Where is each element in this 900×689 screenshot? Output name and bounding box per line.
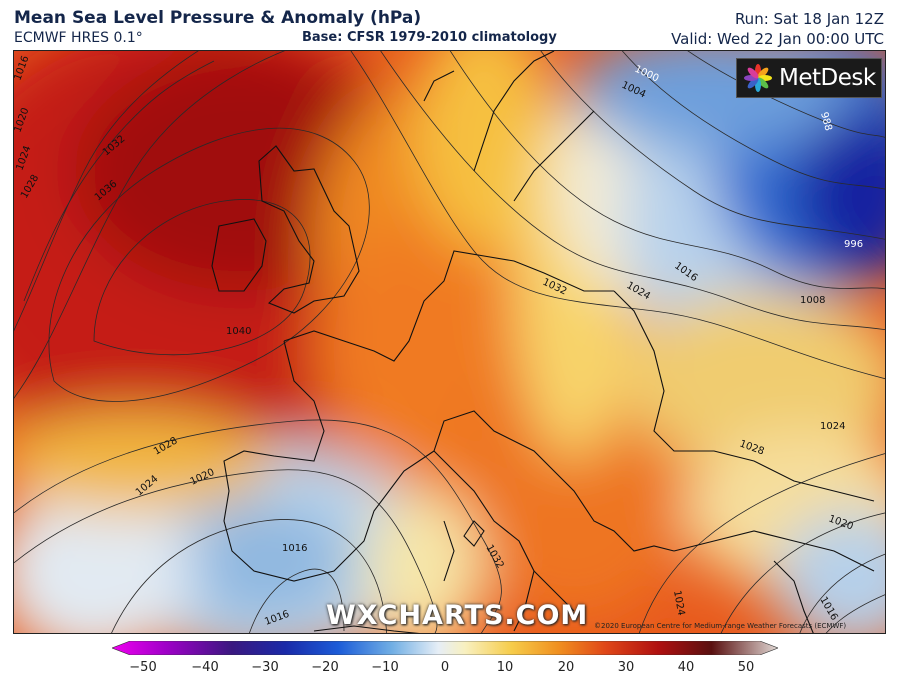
copyright-notice: ©2020 European Centre for Medium-range W… xyxy=(594,622,847,630)
colorbar-tick-label: −30 xyxy=(251,660,279,675)
colorbar-tick-label: −40 xyxy=(191,660,219,675)
isobar-label: 1008 xyxy=(800,295,825,306)
colorbar-tick-label: 40 xyxy=(677,660,695,675)
colorbar-tick-label: 10 xyxy=(496,660,514,675)
pressure-anomaly-map[interactable]: 1016 1020 1024 1028 1032 1036 1040 1032 … xyxy=(13,50,886,634)
colorbar-tick-label: 30 xyxy=(617,660,635,675)
metdesk-logo-icon xyxy=(744,64,772,92)
climatology-base: Base: CFSR 1979-2010 climatology xyxy=(302,30,557,45)
isobar-label: 1024 xyxy=(820,421,845,432)
colorbar-tick-label: −50 xyxy=(129,660,157,675)
isobar-label: 988 xyxy=(818,111,834,132)
isobar-label: 1040 xyxy=(226,326,251,337)
colorbar-tick-label: −10 xyxy=(371,660,399,675)
colorbar-ramp xyxy=(112,641,778,655)
map-canvas: 1016 1020 1024 1028 1032 1036 1040 1032 … xyxy=(14,51,885,633)
colorbar-tick-label: 50 xyxy=(737,660,755,675)
chart-title: Mean Sea Level Pressure & Anomaly (hPa) xyxy=(14,8,422,28)
colorbar-tick-label: 0 xyxy=(440,660,450,675)
model-name: ECMWF HRES 0.1° xyxy=(14,30,143,46)
colorbar-tick-label: 20 xyxy=(557,660,575,675)
colorbar-tick-label: −20 xyxy=(311,660,339,675)
isobars xyxy=(14,51,885,633)
metdesk-logo: MetDesk xyxy=(736,58,882,98)
isobar-label: 996 xyxy=(844,239,863,250)
anomaly-colorbar xyxy=(112,641,778,655)
anomaly-field xyxy=(14,51,885,633)
metdesk-logo-text: MetDesk xyxy=(779,65,876,91)
wxcharts-watermark: WXCHARTS.COM xyxy=(326,600,589,631)
isobar-label: 1016 xyxy=(282,543,307,554)
valid-time: Valid: Wed 22 Jan 00:00 UTC xyxy=(671,30,884,48)
run-time: Run: Sat 18 Jan 12Z xyxy=(734,10,884,28)
coastlines xyxy=(211,51,875,633)
chart-header: Mean Sea Level Pressure & Anomaly (hPa) … xyxy=(0,0,900,50)
isobar-label: 1024 xyxy=(671,590,686,617)
